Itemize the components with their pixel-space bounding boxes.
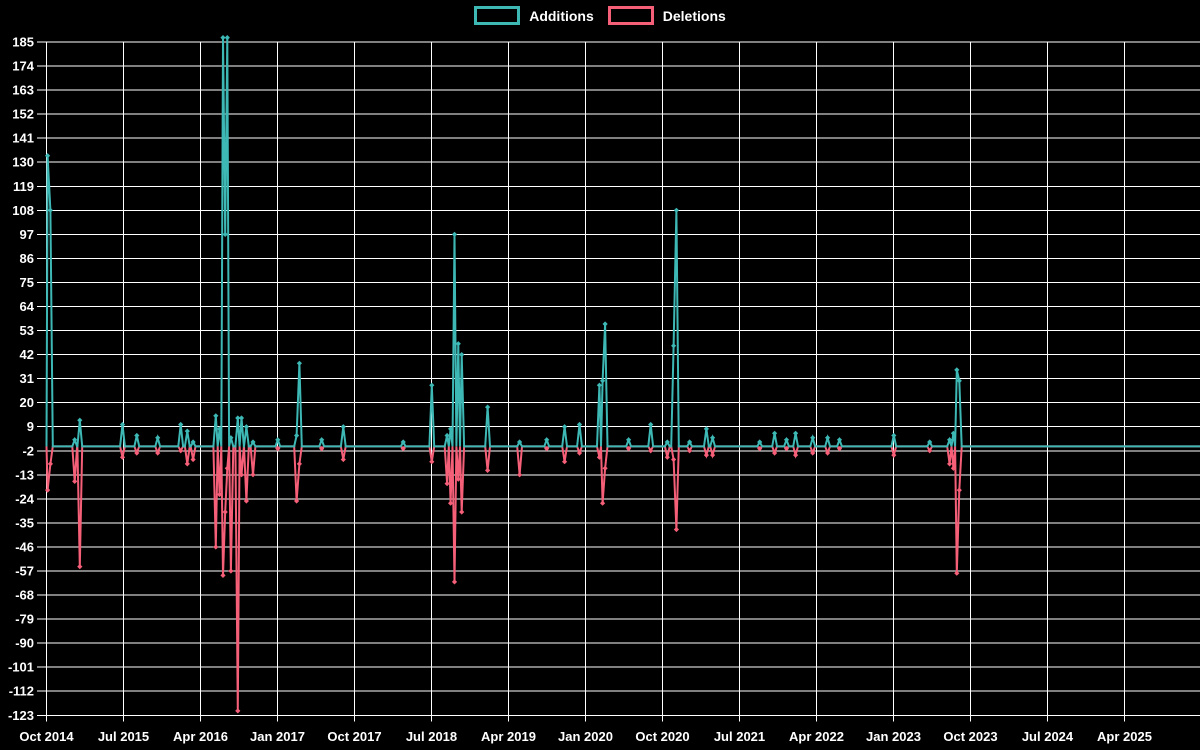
deletions-line [45, 445, 1200, 711]
deletions-swatch-icon [607, 6, 654, 25]
svg-text:-68: -68 [15, 588, 34, 603]
svg-text:174: 174 [12, 59, 34, 74]
additions-legend-label: Additions [529, 7, 594, 24]
svg-text:Apr 2022: Apr 2022 [789, 729, 844, 744]
svg-text:Jul 2018: Jul 2018 [406, 729, 457, 744]
svg-text:53: 53 [20, 323, 34, 338]
additions-point-markers [45, 35, 962, 445]
svg-text:Jul 2021: Jul 2021 [714, 729, 765, 744]
svg-text:108: 108 [12, 203, 34, 218]
y-gridlines [37, 41, 1200, 716]
svg-text:-101: -101 [8, 660, 34, 675]
svg-text:119: 119 [13, 179, 34, 194]
svg-text:Oct 2017: Oct 2017 [327, 729, 381, 744]
svg-text:86: 86 [20, 251, 34, 266]
svg-text:-57: -57 [15, 564, 34, 579]
svg-text:130: 130 [12, 155, 34, 170]
svg-text:Jan 2023: Jan 2023 [866, 729, 921, 744]
svg-text:42: 42 [20, 347, 34, 362]
svg-text:Jan 2017: Jan 2017 [250, 729, 305, 744]
svg-text:-46: -46 [15, 540, 34, 555]
svg-text:Jan 2020: Jan 2020 [558, 729, 613, 744]
svg-text:20: 20 [20, 395, 34, 410]
chart-legend: Additions Deletions [0, 6, 1200, 25]
svg-text:Oct 2020: Oct 2020 [635, 729, 689, 744]
svg-text:75: 75 [20, 275, 34, 290]
y-tick-labels: 185 174 163 152 141 130 119 108 97 86 75 64 53 42 31 20… [8, 35, 35, 723]
svg-text:Oct 2014: Oct 2014 [19, 729, 74, 744]
svg-text:97: 97 [20, 227, 34, 242]
svg-text:Apr 2019: Apr 2019 [481, 729, 536, 744]
svg-text:Apr 2016: Apr 2016 [173, 729, 228, 744]
deletions-point-markers [45, 446, 962, 714]
additions-line [45, 37, 1200, 448]
x-tick-labels: Oct 2014 Jul 2015 Apr 2016 Jan 2017 Oct 2017… [19, 729, 1152, 744]
svg-text:-35: -35 [15, 515, 34, 530]
svg-text:141: 141 [12, 131, 34, 146]
svg-text:-79: -79 [15, 612, 34, 627]
svg-text:Apr 2025: Apr 2025 [1097, 729, 1152, 744]
svg-text:-24: -24 [15, 491, 35, 506]
svg-text:163: 163 [12, 83, 34, 98]
svg-text:31: 31 [20, 371, 34, 386]
svg-text:-13: -13 [15, 467, 34, 482]
svg-text:Oct 2023: Oct 2023 [943, 729, 997, 744]
svg-text:-123: -123 [8, 708, 34, 723]
legend-item-deletions[interactable]: Deletions [607, 6, 726, 25]
deletions-legend-label: Deletions [662, 7, 726, 24]
svg-text:Jul 2024: Jul 2024 [1022, 729, 1074, 744]
svg-text:Jul 2015: Jul 2015 [98, 729, 149, 744]
svg-text:-90: -90 [15, 636, 34, 651]
additions-swatch-icon [474, 6, 521, 25]
svg-text:-112: -112 [9, 684, 34, 699]
legend-item-additions[interactable]: Additions [474, 6, 594, 25]
svg-text:185: 185 [12, 35, 34, 50]
svg-text:152: 152 [12, 107, 34, 122]
svg-text:9: 9 [27, 419, 34, 434]
svg-text:-2: -2 [22, 443, 34, 458]
svg-text:64: 64 [20, 299, 35, 314]
